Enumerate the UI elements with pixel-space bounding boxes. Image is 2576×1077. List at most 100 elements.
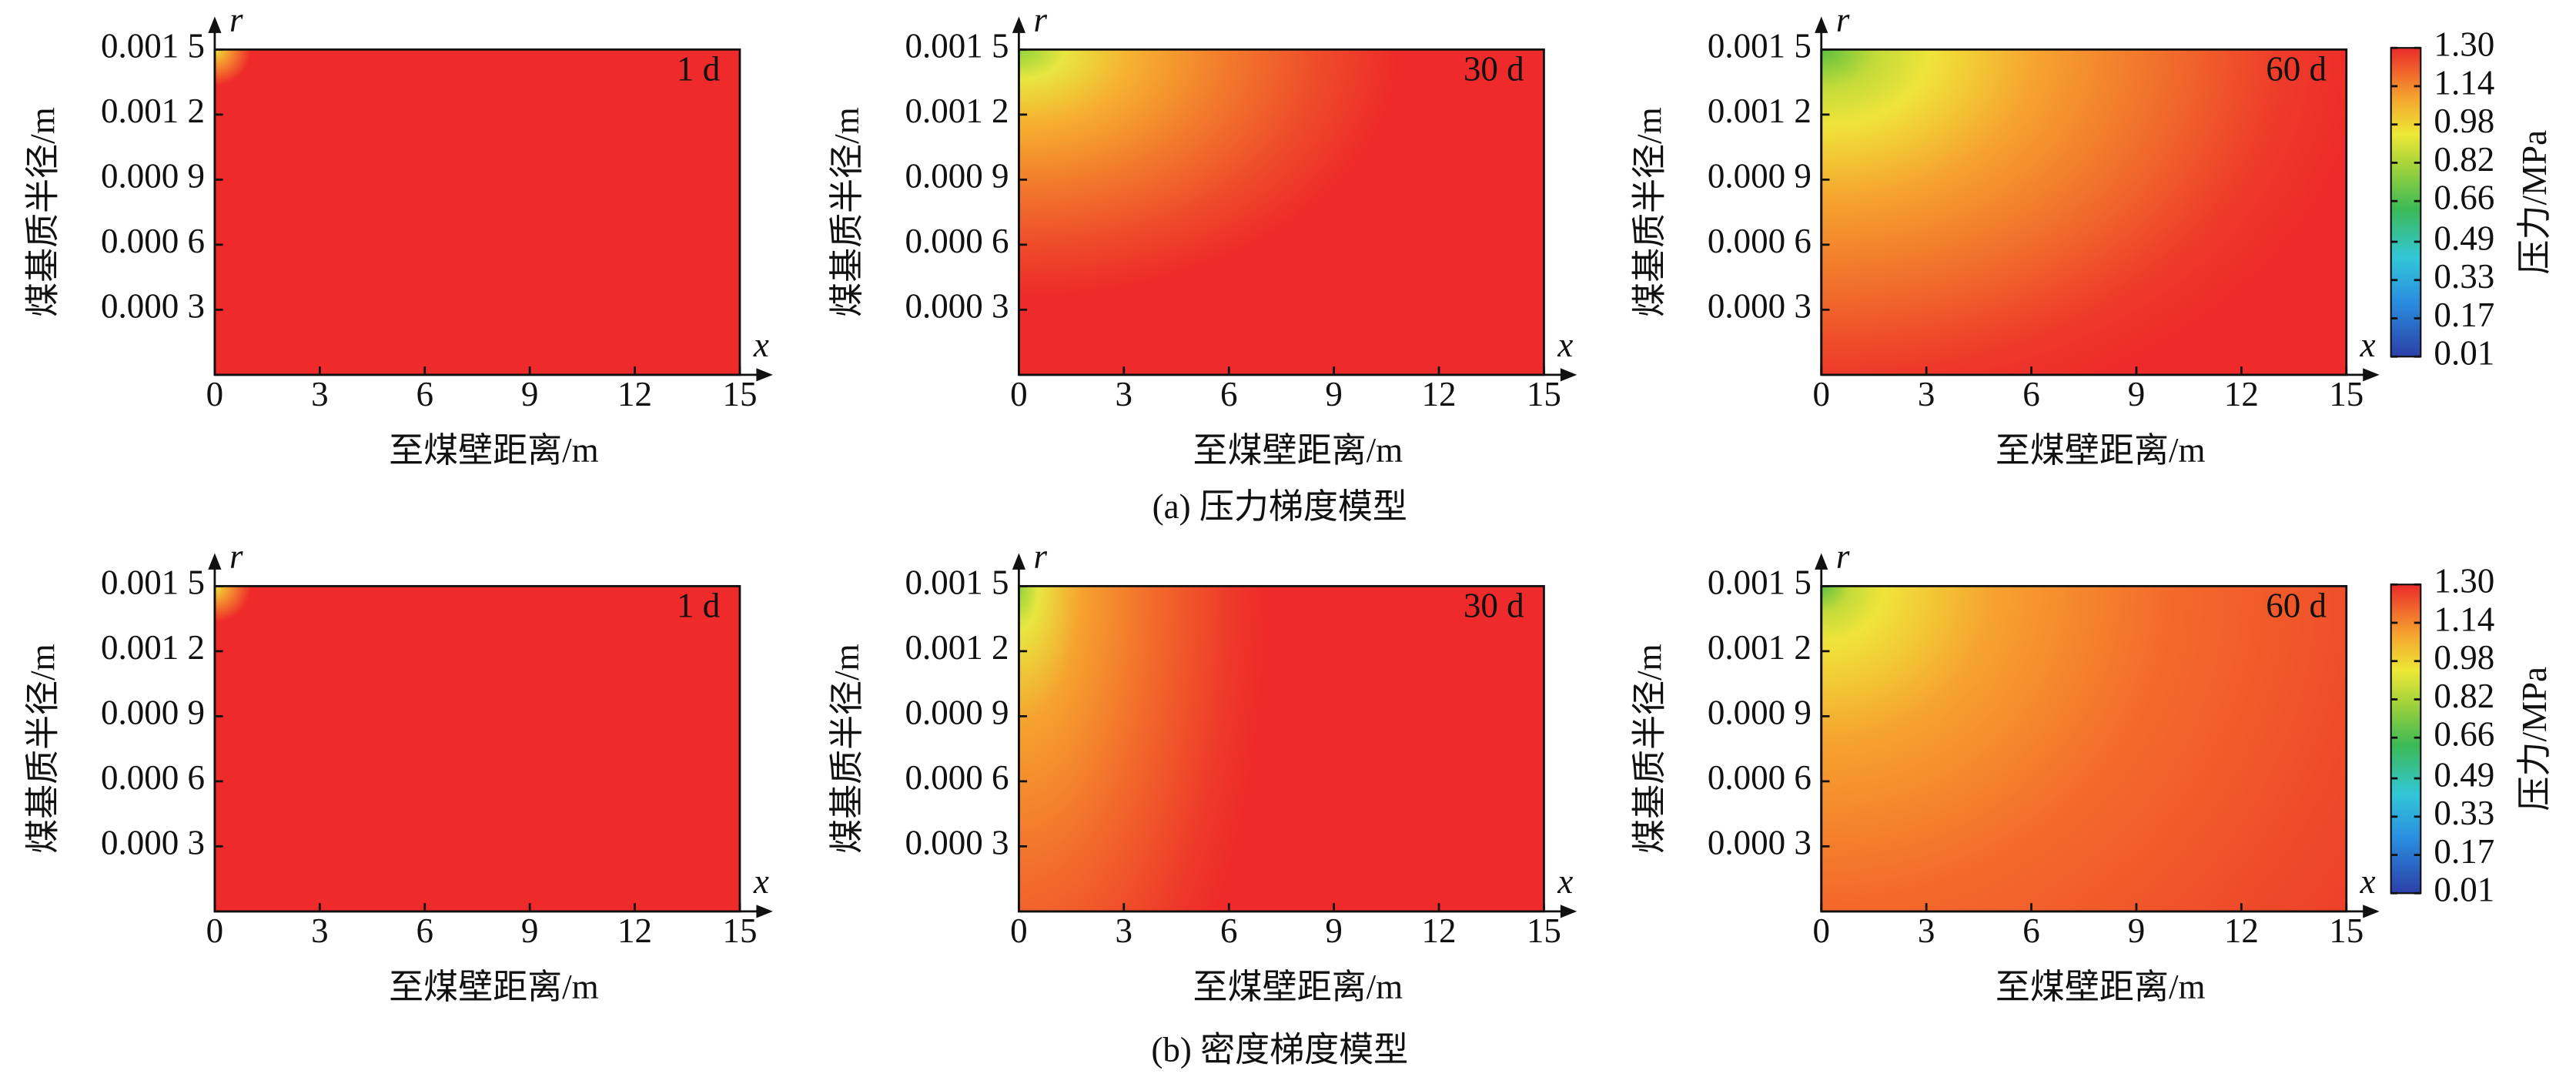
x-tick-label: 15 — [2329, 911, 2364, 950]
y-arrow — [1815, 553, 1828, 570]
x-tick-label: 15 — [1527, 375, 1561, 413]
y-tick-label: 0.001 5 — [1708, 27, 1812, 65]
x-axis-label: 至煤壁距离/m — [389, 968, 599, 1006]
y-arrow — [208, 16, 222, 33]
contour-field — [1019, 49, 1544, 375]
y-tick-label: 0.000 9 — [1708, 694, 1812, 732]
x-tick-label: 12 — [1422, 375, 1457, 413]
y-tick-label: 0.001 2 — [905, 628, 1009, 667]
x-arrow — [756, 905, 773, 918]
colorbar-tick-label: 0.01 — [2434, 871, 2494, 909]
y-arrow — [1012, 16, 1025, 33]
x-tick-label: 0 — [1010, 911, 1028, 950]
y-symbol: r — [229, 537, 243, 575]
x-tick-label: 3 — [1116, 911, 1133, 950]
y-tick-label: 0.001 5 — [905, 27, 1009, 65]
caption: (a) 压力梯度模型 — [1153, 487, 1407, 526]
colorbar-tick-label: 0.17 — [2434, 296, 2494, 334]
x-axis-label: 至煤壁距离/m — [1996, 968, 2206, 1006]
colorbar-tick-label: 0.17 — [2434, 832, 2494, 871]
x-tick-label: 12 — [2224, 375, 2259, 413]
colorbar-tick-label: 0.33 — [2434, 257, 2494, 296]
x-tick-label: 3 — [1918, 911, 1935, 950]
y-tick-label: 0.001 5 — [905, 564, 1009, 602]
x-tick-label: 3 — [311, 911, 329, 950]
x-axis-label: 至煤壁距离/m — [1193, 968, 1403, 1006]
x-tick-label: 6 — [1220, 911, 1238, 950]
x-tick-label: 3 — [311, 375, 329, 413]
y-tick-label: 0.000 3 — [905, 287, 1009, 326]
y-tick-label: 0.000 9 — [905, 157, 1009, 196]
x-axis-label: 至煤壁距离/m — [389, 431, 599, 470]
x-tick-label: 15 — [722, 911, 757, 950]
x-tick-label: 6 — [416, 375, 433, 413]
x-tick-label: 9 — [2128, 375, 2146, 413]
contour-field — [214, 49, 740, 375]
x-symbol: x — [2360, 862, 2376, 901]
panel-label: 60 d — [2266, 587, 2327, 625]
y-tick-label: 0.000 3 — [1708, 824, 1812, 862]
x-symbol: x — [1557, 862, 1573, 901]
x-tick-label: 9 — [1325, 911, 1343, 950]
y-tick-label: 0.000 3 — [1708, 287, 1812, 326]
x-arrow — [1560, 905, 1577, 918]
x-tick-label: 0 — [206, 375, 224, 413]
y-tick-label: 0.000 6 — [1708, 758, 1812, 797]
colorbar — [2390, 47, 2422, 358]
x-axis-label: 至煤壁距离/m — [1996, 431, 2206, 470]
x-tick-label: 15 — [1527, 911, 1561, 950]
x-tick-label: 0 — [1010, 375, 1028, 413]
panel-label: 1 d — [677, 50, 720, 89]
y-axis-label: 煤基质半径/m — [828, 644, 866, 854]
colorbar-tick-label: 0.01 — [2434, 334, 2494, 373]
x-tick-label: 6 — [1220, 375, 1238, 413]
y-tick-label: 0.000 6 — [905, 222, 1009, 260]
x-tick-label: 6 — [416, 911, 433, 950]
y-arrow — [1012, 553, 1025, 570]
contour-field — [1821, 49, 2347, 375]
y-tick-label: 0.000 9 — [1708, 157, 1812, 196]
colorbar-tick-label: 0.82 — [2434, 677, 2494, 715]
y-axis-label: 煤基质半径/m — [828, 107, 866, 317]
y-tick-label: 0.001 2 — [1708, 92, 1812, 130]
x-tick-label: 3 — [1116, 375, 1133, 413]
y-symbol: r — [1034, 537, 1048, 575]
y-axis-label: 煤基质半径/m — [1630, 644, 1668, 854]
x-arrow — [1560, 368, 1577, 382]
x-tick-label: 12 — [1422, 911, 1457, 950]
caption: (b) 密度梯度模型 — [1151, 1031, 1408, 1069]
x-tick-label: 15 — [2329, 375, 2364, 413]
colorbar-tick-label: 0.49 — [2434, 755, 2494, 794]
x-symbol: x — [753, 862, 769, 901]
y-tick-label: 0.001 5 — [1708, 564, 1812, 602]
y-tick-label: 0.001 2 — [1708, 628, 1812, 667]
x-tick-label: 15 — [722, 375, 757, 413]
x-arrow — [756, 368, 773, 382]
y-tick-label: 0.001 5 — [101, 564, 205, 602]
x-tick-label: 12 — [617, 911, 652, 950]
colorbar-tick-label: 0.49 — [2434, 219, 2494, 257]
colorbar — [2390, 584, 2422, 895]
panel-label: 60 d — [2266, 50, 2327, 89]
x-tick-label: 12 — [617, 375, 652, 413]
x-tick-label: 0 — [1812, 911, 1830, 950]
panel-label: 1 d — [677, 587, 720, 625]
x-tick-label: 6 — [2022, 911, 2040, 950]
x-arrow — [2363, 368, 2380, 382]
colorbar-tick-label: 0.98 — [2434, 102, 2494, 140]
colorbar-label: 压力/MPa — [2515, 130, 2554, 275]
y-tick-label: 0.001 5 — [101, 27, 205, 65]
colorbar-tick-label: 1.14 — [2434, 63, 2494, 102]
y-tick-label: 0.001 2 — [905, 92, 1009, 130]
y-tick-label: 0.000 3 — [101, 824, 205, 862]
panel-label: 30 d — [1464, 587, 1524, 625]
contour-field — [1019, 586, 1544, 911]
y-symbol: r — [1836, 0, 1850, 38]
y-tick-label: 0.000 9 — [101, 694, 205, 732]
x-tick-label: 12 — [2224, 911, 2259, 950]
contour-field — [214, 586, 740, 911]
x-tick-label: 9 — [521, 911, 539, 950]
x-axis-label: 至煤壁距离/m — [1193, 431, 1403, 470]
y-tick-label: 0.000 9 — [101, 157, 205, 196]
